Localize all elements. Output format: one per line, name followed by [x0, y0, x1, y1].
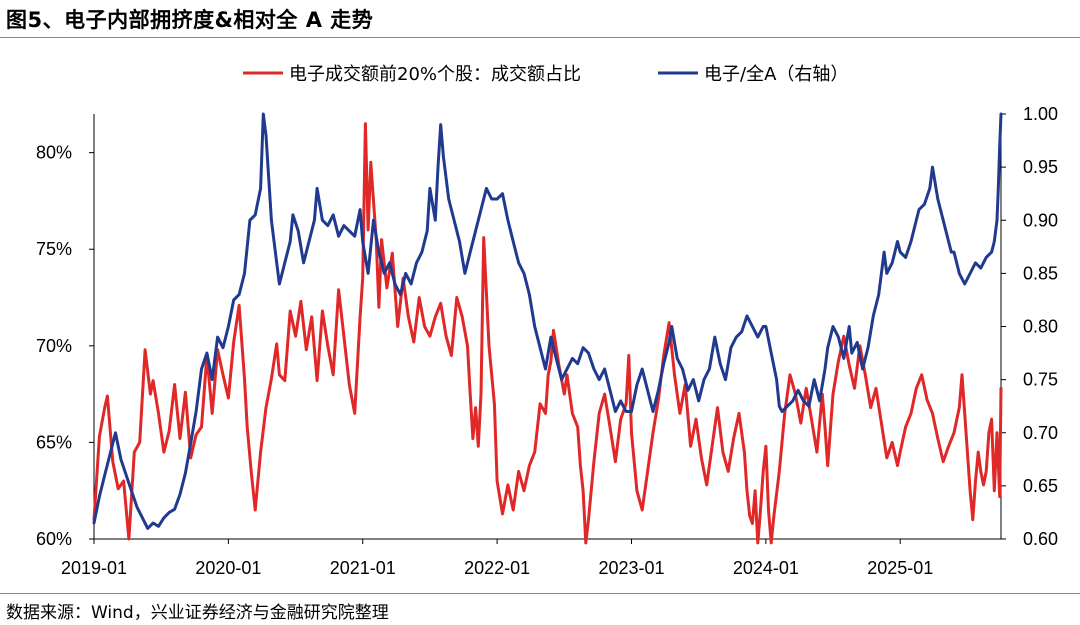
left-tick-label: 65%: [36, 432, 72, 452]
right-tick-label: 0.75: [1023, 370, 1058, 390]
series-line-blue-relative-ratio: [92, 112, 1003, 530]
figure-title: 图5、电子内部拥挤度&相对全 A 走势: [6, 8, 374, 32]
series-line-red-turnover-share: [92, 122, 1003, 545]
x-tick-label: 2020-01: [195, 558, 261, 578]
right-tick-label: 0.85: [1023, 263, 1058, 283]
left-tick-label: 75%: [36, 239, 72, 259]
series-group: [92, 112, 1003, 545]
right-tick-label: 0.60: [1023, 529, 1058, 549]
x-tick-label: 2022-01: [464, 558, 530, 578]
right-tick-label: 0.95: [1023, 157, 1058, 177]
x-axis: 2019-01 2020-01 2021-01 2022-01 2023-01 2024-…: [61, 538, 1001, 578]
x-tick-label: 2019-01: [61, 558, 127, 578]
right-tick-label: 1.00: [1023, 104, 1058, 124]
chart-legend: 电子成交额前20%个股：成交额占比 电子/全A（右轴）: [243, 64, 848, 85]
x-tick-label: 2024-01: [733, 558, 799, 578]
left-tick-label: 70%: [36, 336, 72, 356]
right-tick-label: 0.65: [1023, 476, 1058, 496]
x-tick-label: 2025-01: [867, 558, 933, 578]
left-tick-label: 80%: [36, 143, 72, 163]
left-y-axis: 60% 65% 70% 75% 80%: [36, 114, 95, 549]
x-tick-label: 2023-01: [598, 558, 664, 578]
source-note: 数据来源：Wind，兴业证券经济与金融研究院整理: [6, 603, 389, 623]
title-divider: [0, 37, 1080, 38]
legend-label-relative-ratio: 电子/全A（右轴）: [704, 64, 848, 85]
x-tick-label: 2021-01: [330, 558, 396, 578]
right-tick-label: 0.70: [1023, 423, 1058, 443]
legend-label-turnover-share: 电子成交额前20%个股：成交额占比: [289, 64, 581, 85]
left-tick-label: 60%: [36, 529, 72, 549]
right-tick-label: 0.90: [1023, 210, 1058, 230]
bottom-divider: [0, 593, 1080, 594]
right-tick-label: 0.80: [1023, 317, 1058, 337]
right-y-axis: 0.60 0.65 0.70 0.75 0.80 0.85 0.90 0.95 1.00: [1000, 104, 1058, 549]
